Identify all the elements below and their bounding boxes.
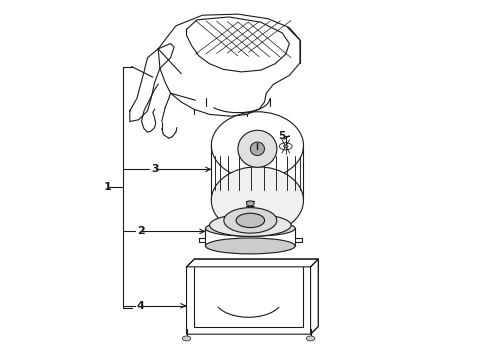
Ellipse shape [224,208,277,233]
Text: 2: 2 [137,226,145,237]
Ellipse shape [250,142,265,156]
Ellipse shape [210,214,291,237]
Ellipse shape [205,220,295,237]
Ellipse shape [284,145,288,148]
Ellipse shape [306,336,315,341]
Ellipse shape [236,213,265,228]
Ellipse shape [182,336,191,341]
Ellipse shape [238,130,277,167]
Text: 5: 5 [279,131,286,141]
Ellipse shape [205,238,295,254]
Text: 4: 4 [137,301,145,311]
Ellipse shape [211,167,303,234]
Ellipse shape [246,201,254,206]
Text: 1: 1 [103,182,111,192]
Text: 3: 3 [151,165,159,174]
